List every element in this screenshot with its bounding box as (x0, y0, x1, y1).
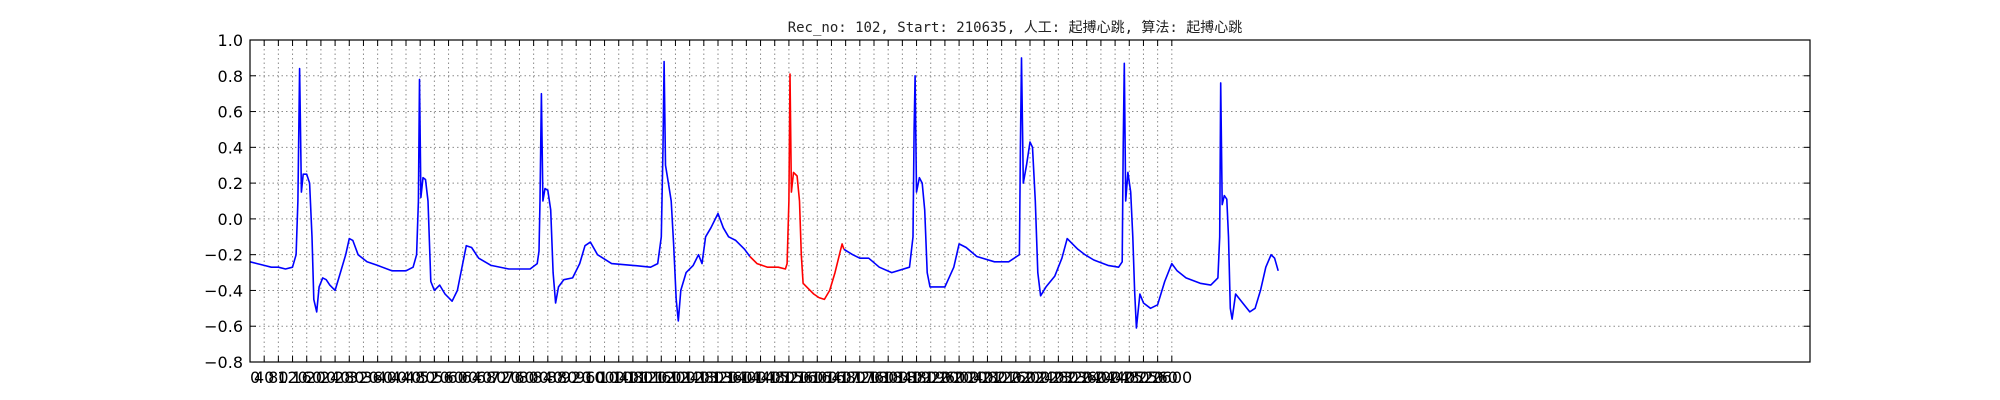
x-tick-label: 1400 (726, 368, 767, 387)
x-tick-label: 200 (306, 368, 337, 387)
x-tick-label: 400 (377, 368, 408, 387)
x-tick-label: 560 (433, 368, 464, 387)
x-tick-label: 1960 (925, 368, 966, 387)
x-tick-label: 1200 (655, 368, 696, 387)
x-tick-label: 120 (277, 368, 308, 387)
x-tick-label: 480 (405, 368, 436, 387)
x-tick-label: 2200 (1010, 368, 1051, 387)
x-tick-label: 2280 (1038, 368, 1079, 387)
axes: 1.00.80.60.40.20.0−0.2−0.4−0.6−0.8040801… (204, 31, 1810, 387)
y-tick-label: −0.4 (204, 281, 243, 300)
x-tick-label: 2040 (953, 368, 994, 387)
x-tick-label: 320 (348, 368, 379, 387)
y-tick-label: 1.0 (218, 31, 243, 50)
x-tick-label: 2240 (1024, 368, 1065, 387)
plot-frame (249, 39, 1811, 363)
ecg-series-line-2 (749, 73, 845, 301)
chart-title: Rec_no: 102, Start: 210635, 人工: 起搏心跳, 算法… (788, 19, 1243, 36)
x-tick-label: 1600 (797, 368, 838, 387)
x-tick-label: 2480 (1109, 368, 1150, 387)
y-tick-label: 0.2 (218, 174, 243, 193)
x-tick-label: 440 (391, 368, 422, 387)
x-tick-label: 2400 (1081, 368, 1122, 387)
x-tick-label: 1800 (868, 368, 909, 387)
x-tick-label: 680 (476, 368, 507, 387)
x-tick-label: 1000 (584, 368, 625, 387)
x-tick-label: 1120 (627, 368, 668, 387)
x-tick-label: 960 (575, 368, 606, 387)
x-tick-label: 920 (561, 368, 592, 387)
y-tick-label: −0.8 (204, 353, 243, 372)
x-tick-label: 640 (462, 368, 493, 387)
x-tick-label: 1760 (854, 368, 895, 387)
y-tick-label: 0.4 (218, 138, 243, 157)
x-tick-label: 240 (320, 368, 351, 387)
x-tick-label: 2560 (1137, 368, 1178, 387)
x-tick-label: 1920 (910, 368, 951, 387)
x-tick-label: 0 (250, 368, 260, 387)
x-tick-label: 1480 (754, 368, 795, 387)
x-tick-label: 40 (254, 368, 274, 387)
x-tick-label: 1280 (683, 368, 724, 387)
x-tick-label: 2440 (1095, 368, 1136, 387)
x-tick-label: 760 (504, 368, 535, 387)
y-tick-label: −0.2 (204, 246, 243, 265)
y-tick-label: −0.6 (204, 317, 243, 336)
ecg-series-line-1 (249, 60, 751, 322)
x-tick-label: 2120 (981, 368, 1022, 387)
x-tick-label: 1880 (896, 368, 937, 387)
x-tick-label: 1520 (769, 368, 810, 387)
x-tick-label: 1720 (839, 368, 880, 387)
y-tick-label: 0.8 (218, 67, 243, 86)
x-tick-label: 1040 (598, 368, 639, 387)
x-tick-label: 800 (518, 368, 549, 387)
y-tick-label: 0.0 (218, 210, 243, 229)
x-tick-label: 1680 (825, 368, 866, 387)
y-tick-label: 0.6 (218, 103, 243, 122)
x-tick-label: 1640 (811, 368, 852, 387)
ecg-series-line-3 (843, 57, 1279, 329)
x-tick-label: 2160 (995, 368, 1036, 387)
x-tick-label: 2360 (1066, 368, 1107, 387)
x-tick-label: 880 (547, 368, 578, 387)
x-tick-label: 2520 (1123, 368, 1164, 387)
x-tick-label: 1840 (882, 368, 923, 387)
x-tick-label: 720 (490, 368, 521, 387)
x-tick-label: 2320 (1052, 368, 1093, 387)
x-tick-label: 80 (268, 368, 288, 387)
x-tick-label: 2000 (939, 368, 980, 387)
x-tick-label: 360 (362, 368, 393, 387)
x-tick-label: 1160 (641, 368, 682, 387)
x-tick-label: 2080 (967, 368, 1008, 387)
x-tick-label: 600 (447, 368, 478, 387)
x-tick-label: 160 (291, 368, 322, 387)
series-layer (249, 57, 1279, 329)
x-tick-label: 520 (419, 368, 450, 387)
x-tick-label: 1080 (613, 368, 654, 387)
x-tick-label: 1360 (712, 368, 753, 387)
x-tick-label: 280 (334, 368, 365, 387)
x-tick-label: 1320 (698, 368, 739, 387)
x-tick-label: 2600 (1151, 368, 1192, 387)
x-tick-label: 1440 (740, 368, 781, 387)
grid (249, 39, 1810, 363)
x-tick-label: 1240 (669, 368, 710, 387)
x-tick-label: 1560 (783, 368, 824, 387)
x-tick-label: 840 (533, 368, 564, 387)
